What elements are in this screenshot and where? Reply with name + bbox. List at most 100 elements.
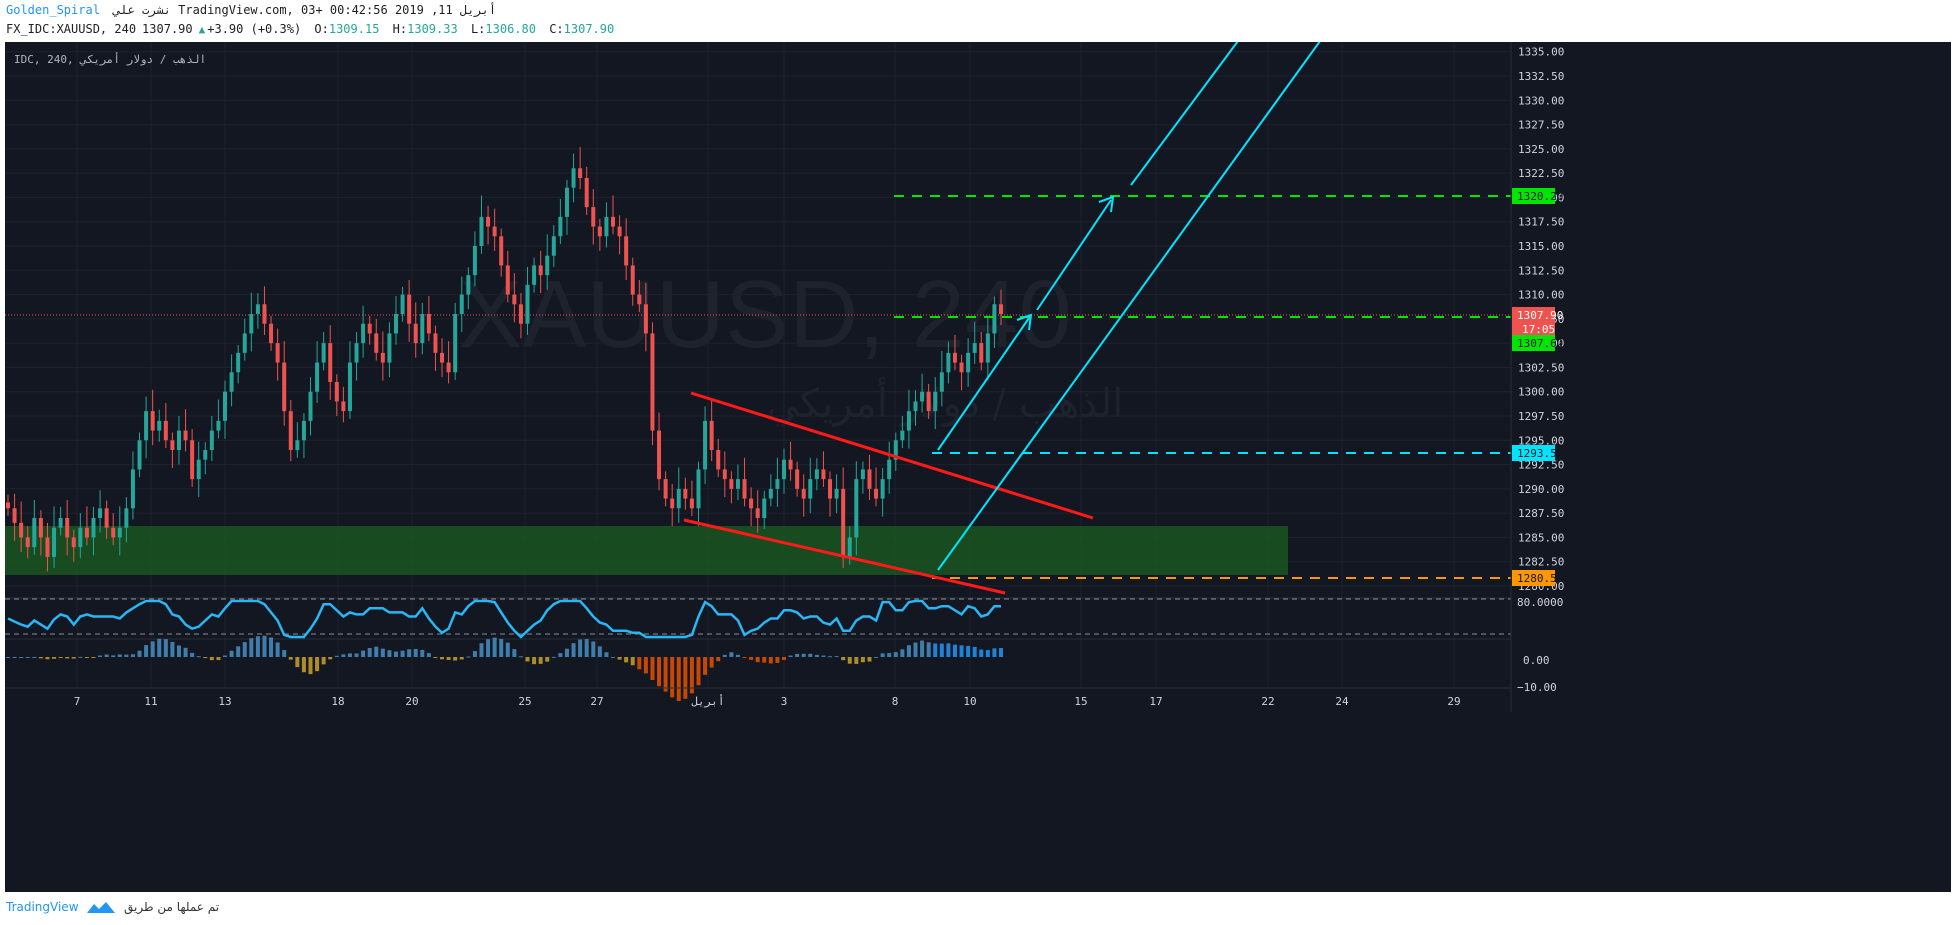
candle-body [900,430,905,441]
macd-bar [472,651,477,657]
macd-bar [913,642,918,657]
macd-bar [597,646,602,657]
macd-bar [545,657,550,662]
candle-body [170,440,175,450]
candle-body [749,498,754,509]
candle-body [604,216,609,237]
macd-bar [972,646,977,657]
arrow-up-2[interactable] [1036,195,1115,311]
close-value: 1307.90 [563,22,615,36]
macd-bar [150,641,155,657]
macd-bar [801,653,806,657]
macd-bar [236,646,241,657]
candle-body [762,498,767,518]
chart-canvas[interactable]: XAUUSD, 240 الذهب / دولار أمريكي 1335.00… [5,42,1951,892]
candle-body [6,502,10,509]
candle-body [216,420,221,431]
candle-body [19,522,24,538]
time-tick-label: 24 [1335,695,1349,708]
candle-body [45,537,50,557]
macd-bar [676,657,681,701]
tradingview-brand[interactable]: TradingView [6,900,79,914]
macd-bar [992,648,997,657]
channel-upper-line[interactable] [690,391,1094,520]
candle-body [361,323,366,344]
channel-lower-line[interactable] [683,518,1006,595]
candle-body [696,469,701,509]
candle-body [472,246,477,276]
candle-body [538,265,543,276]
macd-bar [486,639,491,657]
time-axis[interactable]: 7 11 13 18 20 25 27 أبريل 3 8 10 15 17 22 24 29 [74,694,1461,708]
price-label-target: 1320.20 [1512,188,1563,204]
price-label-orange: 1280.50 [1512,570,1563,586]
candle-body [249,314,254,334]
trend-line-lower[interactable] [937,42,1323,571]
macd-bar [295,657,300,668]
macd-bar [104,654,109,657]
candle-body [880,479,885,499]
macd-bar [828,656,833,658]
macd-bar [446,657,451,661]
author-link[interactable]: Golden_Spiral [6,3,100,17]
macd-bar [630,657,635,666]
candle-body [499,236,504,266]
macd-bar [887,653,892,657]
candle-body [334,382,339,402]
price-tick-label: 1315.00 [1518,240,1564,253]
macd-bar [578,639,583,657]
candle-body [985,333,990,363]
candle-body [584,178,589,208]
macd-bar [781,657,786,660]
candle-body [775,479,780,489]
chart-pane[interactable] [5,42,1951,892]
macd-bar [163,639,168,657]
price-tick-label: 1282.50 [1518,556,1564,569]
macd-bar [216,657,221,661]
arrow-up-1[interactable] [937,313,1033,451]
price-tick-label: 1287.50 [1518,507,1564,520]
macd-bar [255,636,260,657]
macd-bar [321,657,326,665]
pane-legend[interactable]: IDC, 240, الذهب / دولار أمريكي [14,53,207,66]
macd-bar [749,657,754,660]
macd-bar [262,635,267,657]
candle-body [795,469,800,489]
macd-bar [130,654,135,657]
candle-body [380,352,385,363]
low-value: 1306.80 [485,22,536,36]
candle-body [84,527,89,538]
macd-bar [584,639,589,657]
macd-bar [762,657,767,663]
trend-line-upper[interactable] [1130,42,1241,186]
macd-bar [269,637,274,657]
price-tick-label: 1297.50 [1518,410,1564,423]
candle-body [12,508,17,523]
macd-bar [663,657,668,692]
macd-bar [223,655,228,657]
candle-body [209,430,214,450]
macd-bar [229,650,234,657]
macd-bar [670,657,675,698]
macd-bar [643,657,648,674]
candle-body [440,352,445,363]
macd-bar [249,638,254,657]
candle-body [203,450,208,460]
price-tick-label: 1332.50 [1518,70,1564,83]
macd-bar [985,650,990,657]
macd-bar [341,654,346,657]
macd-bar [347,653,352,657]
symbol-label: FX_IDC:XAUUSD, 240 [6,22,137,36]
candle-body [512,294,517,305]
demand-zone[interactable] [5,526,1288,575]
macd-bar [735,654,740,657]
candle-body [25,537,30,548]
macd-bar [354,653,359,657]
macd-bar [768,657,773,664]
ohlc-line: FX_IDC:XAUUSD, 240 1307.90 ▲ +3.90 (+0.3%) … [6,22,620,42]
candle-body [71,537,76,548]
candle-body [52,527,57,557]
time-tick-label: 13 [218,695,231,708]
macd-bar [466,656,471,658]
candle-body [643,304,648,334]
